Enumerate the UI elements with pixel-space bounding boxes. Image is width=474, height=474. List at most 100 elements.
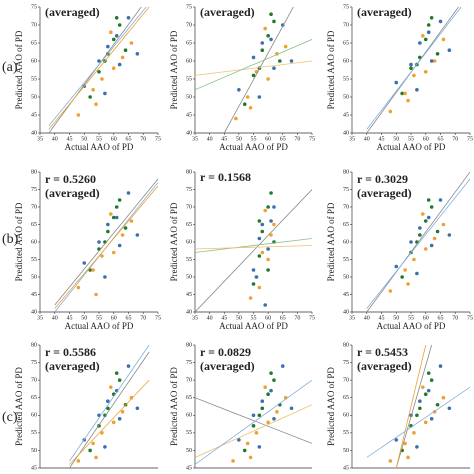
point: [248, 296, 253, 300]
point: [409, 62, 413, 67]
x-axis-label: Actual AAO of PD: [377, 142, 446, 152]
y-tick-label: 55: [343, 257, 349, 263]
y-tick-label: 65: [186, 40, 192, 46]
x-tick-label: 55: [251, 136, 257, 142]
point: [120, 55, 125, 60]
annotation: r = 0.5260: [45, 172, 96, 186]
y-tick-label: 65: [186, 395, 192, 401]
point: [260, 222, 265, 227]
x-tick-label: 70: [452, 136, 458, 142]
fit-line: [48, 7, 150, 130]
y-tick-label: 40: [186, 309, 192, 315]
x-axis-label: Actual AAO of PD: [219, 142, 288, 152]
point: [97, 70, 101, 74]
x-tick-label: 75: [309, 136, 315, 142]
fit-line: [223, 7, 294, 133]
point: [76, 285, 81, 290]
point: [415, 413, 419, 418]
point: [429, 59, 434, 63]
y-tick-label: 50: [186, 274, 192, 280]
point: [257, 236, 262, 241]
point: [388, 289, 393, 293]
y-tick-label: 75: [343, 360, 349, 366]
point: [412, 73, 416, 78]
y-tick-label: 50: [31, 94, 37, 100]
y-tick-label: 40: [31, 309, 37, 315]
point: [406, 282, 410, 286]
point: [429, 243, 434, 248]
x-tick-label: 75: [155, 315, 161, 321]
point: [257, 254, 262, 258]
y-tick-label: 50: [31, 448, 37, 454]
y-tick-label: 60: [186, 239, 192, 245]
y-tick-label: 75: [31, 187, 37, 193]
x-tick-label: 60: [423, 136, 429, 142]
y-tick-label: 45: [31, 292, 37, 298]
point: [114, 205, 119, 209]
point: [412, 257, 416, 262]
y-tick-label: 70: [186, 378, 192, 384]
y-tick-label: 70: [186, 204, 192, 210]
point: [260, 48, 265, 52]
point: [111, 215, 116, 220]
plot-area: [48, 7, 150, 133]
y-tick-label: 45: [343, 292, 349, 298]
point: [251, 413, 256, 418]
y-tick-label: 45: [186, 465, 192, 471]
y-tick-label: 60: [31, 413, 37, 419]
point: [260, 250, 265, 255]
fit-line: [195, 238, 312, 253]
x-tick-label: 50: [393, 136, 399, 142]
point: [272, 19, 276, 24]
y-tick-label: 75: [186, 4, 192, 10]
point: [441, 37, 446, 42]
y-tick-label: 55: [31, 257, 37, 263]
point: [266, 392, 270, 397]
x-tick-label: 35: [37, 315, 43, 321]
y-axis-label: Predicted AAO of PD: [14, 202, 24, 281]
point: [135, 406, 140, 411]
y-tick-label: 75: [343, 187, 349, 193]
point: [257, 413, 262, 418]
y-tick-label: 50: [343, 94, 349, 100]
fit-line: [366, 386, 470, 458]
point: [278, 59, 282, 63]
y-axis-label: Predicted AAO of PD: [14, 30, 24, 109]
fit-line: [395, 345, 433, 468]
annotation: r = 0.1568: [200, 170, 251, 184]
y-tick-label: 70: [186, 22, 192, 28]
x-tick-label: 50: [393, 315, 399, 321]
point: [447, 48, 452, 52]
point: [88, 448, 92, 453]
point: [403, 91, 407, 96]
point: [254, 431, 259, 435]
point: [394, 438, 399, 442]
x-tick-label: 70: [294, 136, 300, 142]
y-tick-label: 55: [186, 257, 192, 263]
y-tick-label: 50: [343, 274, 349, 280]
point: [91, 441, 95, 446]
y-tick-label: 55: [343, 430, 349, 436]
point: [88, 95, 92, 99]
plot-area: [69, 345, 150, 468]
point: [272, 205, 276, 209]
point: [109, 385, 113, 389]
point: [251, 55, 256, 60]
x-tick-label: 75: [467, 136, 473, 142]
annotation: (averaged): [200, 359, 255, 373]
x-tick-label: 35: [349, 315, 355, 321]
point: [418, 226, 422, 230]
point: [123, 226, 128, 230]
point: [280, 364, 285, 368]
point: [117, 417, 122, 421]
x-tick-label: 35: [37, 136, 43, 142]
point: [100, 431, 104, 435]
fit-line: [48, 7, 147, 127]
point: [441, 222, 446, 227]
point: [251, 268, 256, 272]
point: [100, 254, 104, 258]
point: [266, 34, 270, 38]
point: [435, 229, 440, 234]
